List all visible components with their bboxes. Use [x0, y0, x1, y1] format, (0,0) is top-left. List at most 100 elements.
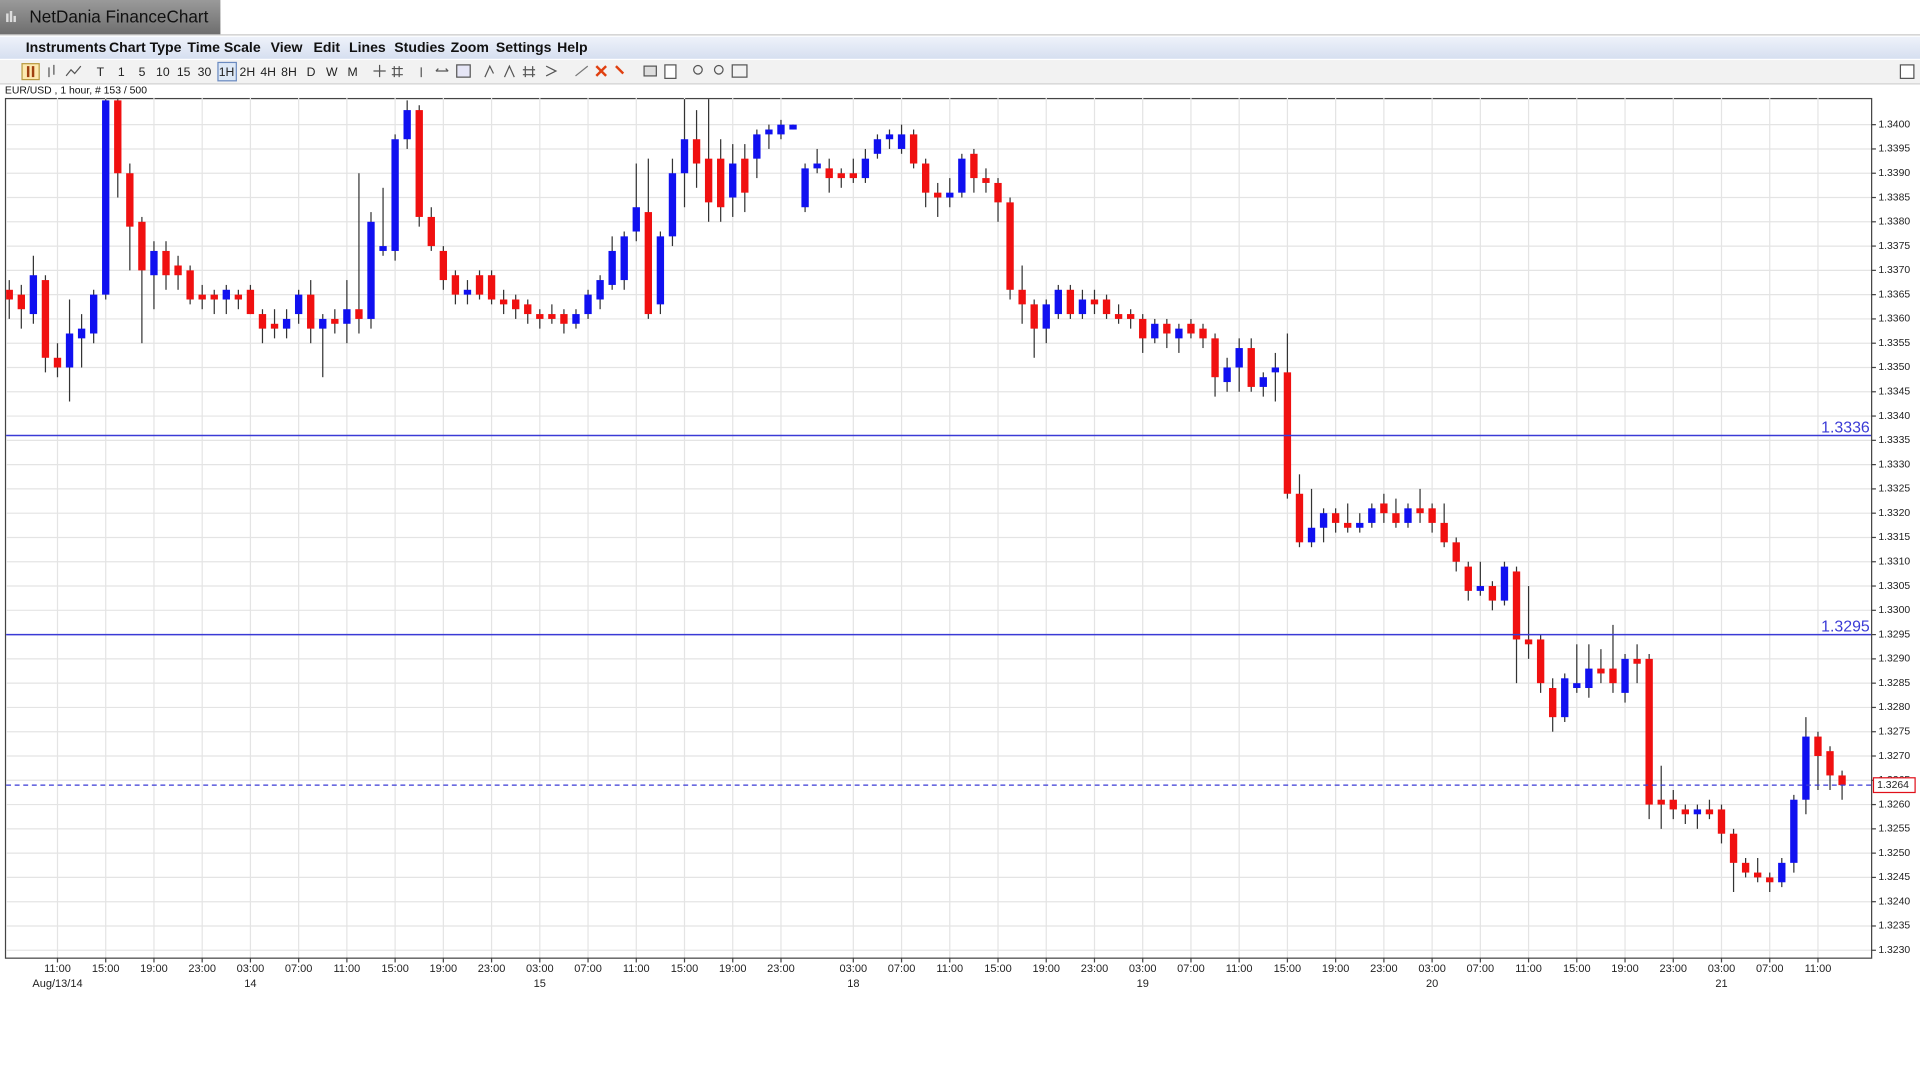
y-tick-label: 1.3385: [1878, 192, 1910, 203]
candle-body: [1645, 658, 1653, 805]
candle-body: [729, 163, 737, 198]
menu-item[interactable]: Help: [557, 39, 588, 55]
y-tick-label: 1.3320: [1878, 508, 1910, 519]
candle-body: [1838, 775, 1846, 786]
y-tick-label: 1.3280: [1878, 702, 1910, 713]
candle-body: [270, 323, 279, 329]
y-tick-label: 1.3350: [1878, 362, 1910, 373]
candle-body: [608, 250, 616, 285]
menu-item[interactable]: View: [271, 39, 303, 55]
candle-body: [946, 192, 954, 198]
timeframe-button[interactable]: 8H: [281, 65, 297, 79]
menu-item[interactable]: Zoom: [451, 39, 489, 55]
candle-body: [126, 173, 134, 227]
candle-body: [1693, 809, 1702, 815]
candle-body: [1633, 658, 1641, 664]
candle-body: [1440, 522, 1448, 543]
candle-body: [741, 158, 749, 193]
candle-body: [970, 153, 978, 179]
plot-area: [4, 97, 1873, 959]
candle-body: [102, 100, 110, 295]
candle-body: [1271, 367, 1280, 373]
y-tick-label: 1.3240: [1878, 896, 1910, 907]
menu-item[interactable]: Instruments: [26, 39, 107, 55]
candle-body: [1681, 809, 1689, 815]
timeframe-button[interactable]: 2H: [240, 65, 256, 79]
timeframe-selected[interactable]: [217, 61, 237, 82]
x-tick-label: 23:00: [478, 963, 506, 975]
candle-body: [17, 294, 25, 310]
date-label: Aug/13/14: [32, 978, 82, 990]
candle-body: [451, 275, 460, 295]
candle-body: [1512, 571, 1521, 640]
menu-bar: [0, 36, 1920, 59]
candle-body: [1211, 338, 1219, 378]
candle-body: [958, 158, 966, 193]
candle-body: [1585, 668, 1593, 689]
candle-body: [391, 139, 399, 251]
candle-body: [41, 280, 50, 358]
candle-body: [1778, 862, 1786, 883]
y-tick-label: 1.3380: [1878, 217, 1910, 228]
candle-body: [632, 207, 640, 232]
candle-body: [584, 294, 592, 315]
candle-body: [162, 250, 170, 276]
candle-body: [765, 129, 773, 135]
y-tick-label: 1.3400: [1878, 119, 1910, 130]
candle-body: [1464, 566, 1472, 591]
timeframe-button[interactable]: 1H: [219, 65, 235, 79]
y-tick-label: 1.3255: [1878, 824, 1910, 835]
candle-body: [885, 134, 894, 140]
candle-body: [1790, 799, 1798, 863]
candle-body: [1151, 323, 1159, 339]
date-label: 14: [244, 978, 256, 990]
y-tick-label: 1.3300: [1878, 605, 1910, 616]
timeframe-button[interactable]: T: [97, 65, 105, 79]
timeframe-button[interactable]: 4H: [260, 65, 276, 79]
menu-item[interactable]: Settings: [496, 39, 552, 55]
candle-body: [1102, 299, 1111, 315]
timeframe-button[interactable]: 5: [139, 65, 146, 79]
menu-item[interactable]: Chart Type: [109, 39, 182, 55]
timeframe-button[interactable]: 10: [156, 65, 170, 79]
menu-item[interactable]: Time Scale: [187, 39, 260, 55]
timeframe-button[interactable]: 30: [198, 65, 212, 79]
timeframe-button[interactable]: 1: [118, 65, 125, 79]
candle-body: [982, 178, 990, 183]
candle-body: [873, 139, 882, 154]
menu-item[interactable]: Lines: [349, 39, 386, 55]
timeframe-button[interactable]: W: [326, 65, 338, 79]
date-label: 19: [1137, 978, 1149, 990]
level-label: 1.3295: [1821, 618, 1870, 635]
x-tick-label: 23:00: [188, 963, 216, 975]
candle-body: [1199, 328, 1207, 339]
candle-body: [704, 158, 713, 203]
candle-body: [427, 216, 435, 247]
x-tick-label: 11:00: [1515, 963, 1542, 975]
date-label: 15: [534, 978, 546, 990]
window-tab[interactable]: [0, 0, 221, 35]
candle-body: [1729, 833, 1738, 863]
timeframe-button[interactable]: D: [307, 65, 316, 79]
candle-body: [210, 294, 218, 300]
candle-body: [1561, 678, 1569, 718]
menu-item[interactable]: Studies: [394, 39, 445, 55]
x-tick-label: 19:00: [1322, 963, 1350, 975]
menu-item[interactable]: Edit: [313, 39, 340, 55]
candle-body: [1247, 348, 1255, 387]
candle-body: [656, 236, 665, 305]
candle-body: [355, 309, 363, 319]
timeframe-button[interactable]: 15: [177, 65, 191, 79]
date-label: 21: [1715, 978, 1727, 990]
candle-body: [222, 289, 230, 300]
candle-body: [837, 173, 845, 179]
candle-body: [1621, 658, 1629, 693]
candle-body: [1175, 328, 1183, 339]
chrome: Instruments Chart Type Time Scale View Edit L…: [26, 39, 588, 79]
candle-body: [1766, 877, 1774, 883]
candle-body: [1717, 809, 1726, 834]
y-tick-label: 1.3395: [1878, 144, 1910, 155]
timeframe-button[interactable]: M: [348, 65, 358, 79]
candle-body: [620, 236, 628, 281]
candle-body: [921, 163, 930, 193]
